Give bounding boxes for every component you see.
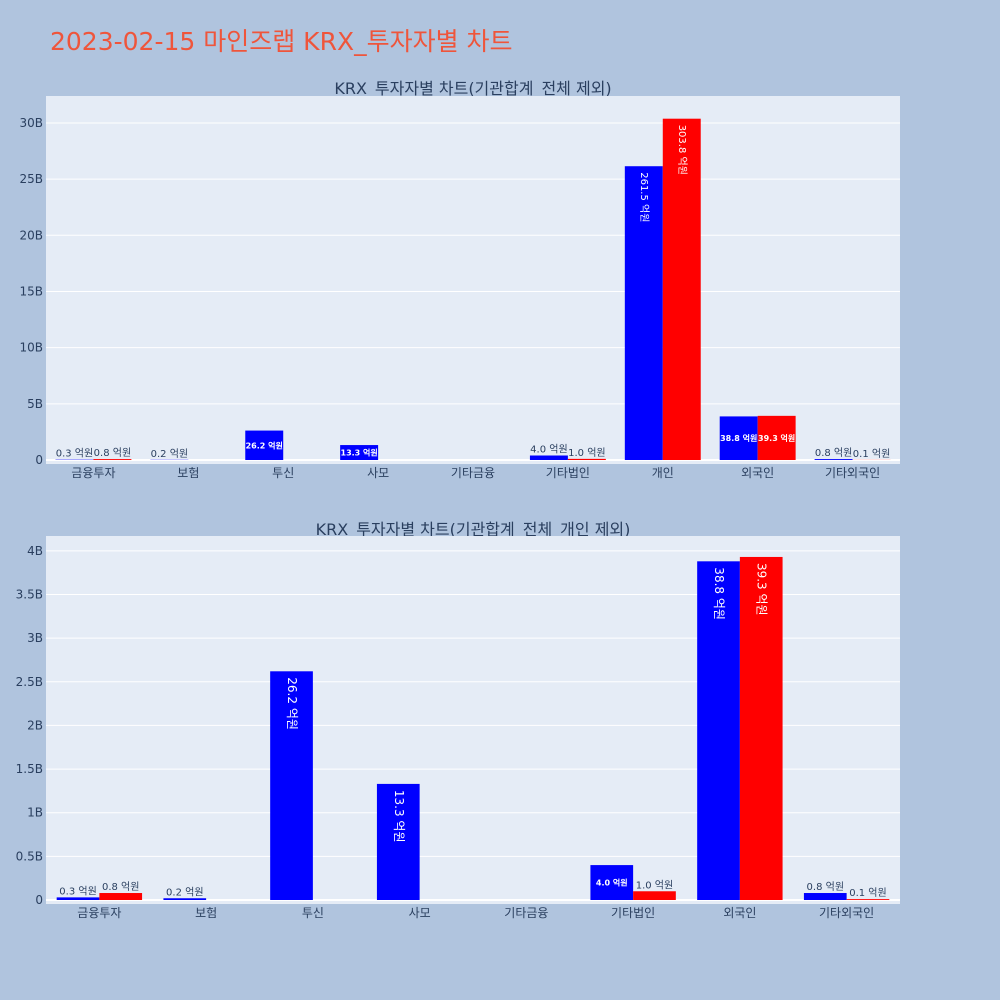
x-tick-label: 기타금융 <box>451 466 495 480</box>
data-label: 26.2 억원 <box>285 677 299 730</box>
data-label: 0.8 억원 <box>815 447 852 459</box>
data-label: 1.0 억원 <box>636 879 673 891</box>
bar-buy <box>270 671 313 900</box>
data-label: 13.3 억원 <box>341 448 378 458</box>
bar-buy <box>245 430 284 460</box>
data-label: 0.1 억원 <box>849 887 886 899</box>
bar-sell <box>93 459 132 460</box>
x-tick-label: 기타법인 <box>611 906 655 920</box>
x-tick-label: 보험 <box>177 466 199 480</box>
y-tick-label: 20B <box>19 228 43 242</box>
bar-buy <box>803 893 847 900</box>
x-tick-label: 기타외국인 <box>819 906 874 920</box>
x-tick-label: 금융투자 <box>77 906 121 920</box>
y-tick-label: 2B <box>27 718 43 732</box>
x-tick-label: 개인 <box>652 466 674 480</box>
data-label: 0.3 억원 <box>59 885 96 897</box>
y-tick-label: 3.5B <box>16 587 43 601</box>
bar-sell <box>846 899 890 900</box>
bar-sell <box>662 118 701 460</box>
y-tick-label: 30B <box>19 116 43 130</box>
bar-buy <box>697 561 740 900</box>
bar-buy <box>340 445 379 460</box>
data-label: 0.8 억원 <box>94 447 131 459</box>
bar-sell <box>739 556 783 900</box>
chart-investor-excl-total: KRX_투자자별 차트(기관합계_전체 제외) 0 5B 10B 15B 20B 25B 3… <box>19 79 900 480</box>
y-tick-label: 3B <box>27 631 43 645</box>
bar-buy <box>719 416 758 460</box>
y-tick-label: 2.5B <box>16 675 43 689</box>
data-label: 0.2 억원 <box>166 886 203 898</box>
y-tick-label: 0 <box>35 453 43 467</box>
y-tick-label: 25B <box>19 172 43 186</box>
data-label: 0.2 억원 <box>151 448 188 460</box>
y-tick-label: 0.5B <box>16 849 43 863</box>
x-tick-label: 금융투자 <box>71 466 115 480</box>
data-label: 39.3 억원 <box>758 433 795 443</box>
data-label: 4.0 억원 <box>530 444 567 456</box>
page-title: 2023-02-15 마인즈랩 KRX_투자자별 차트 <box>50 27 513 56</box>
bar-buy <box>56 897 100 900</box>
data-label: 0.1 억원 <box>853 448 890 460</box>
y-tick-label: 5B <box>27 397 43 411</box>
data-label: 38.8 억원 <box>712 567 726 620</box>
data-label: 38.8 억원 <box>720 433 757 443</box>
x-tick-label: 기타외국인 <box>825 466 880 480</box>
y-tick-label: 1.5B <box>16 762 43 776</box>
bar-sell <box>757 415 796 460</box>
bar-buy <box>624 166 663 460</box>
chart-investor-excl-total-individual: KRX_투자자별 차트(기관합계_전체_개인 제외) 0 0.5B 1B 1.5B 2B… <box>16 520 900 920</box>
data-label: 0.8 억원 <box>807 881 844 893</box>
x-tick-label: 기타금융 <box>504 906 548 920</box>
bar-buy <box>376 783 420 900</box>
bar-buy <box>529 455 568 460</box>
data-label: 261.5 억원 <box>638 172 650 222</box>
x-tick-label: 기타법인 <box>546 466 590 480</box>
bar-sell <box>99 893 143 900</box>
x-tick-label: 투신 <box>302 906 324 920</box>
x-tick-label: 사모 <box>409 906 431 920</box>
data-label: 4.0 억원 <box>596 878 628 888</box>
data-label: 26.2 억원 <box>246 440 283 450</box>
x-tick-label: 투신 <box>272 466 294 480</box>
bar-sell <box>633 891 676 900</box>
chart-title: KRX_투자자별 차트(기관합계_전체 제외) <box>334 79 611 99</box>
data-label: 0.3 억원 <box>56 448 93 460</box>
x-tick-label: 사모 <box>367 466 389 480</box>
x-tick-label: 외국인 <box>723 906 756 920</box>
y-tick-label: 10B <box>19 341 43 355</box>
x-tick-label: 보험 <box>195 906 217 920</box>
bar-buy <box>814 459 853 460</box>
y-tick-label: 4B <box>27 544 43 558</box>
y-tick-label: 0 <box>35 893 43 907</box>
x-tick-label: 외국인 <box>741 466 774 480</box>
bar-buy <box>590 865 634 900</box>
chart-title: KRX_투자자별 차트(기관합계_전체_개인 제외) <box>316 520 631 540</box>
data-label: 0.8 억원 <box>102 881 139 893</box>
bar-buy <box>163 898 207 900</box>
data-label: 13.3 억원 <box>392 790 406 843</box>
data-label: 303.8 억원 <box>676 125 688 175</box>
y-tick-label: 15B <box>19 284 43 298</box>
y-tick-label: 1B <box>27 806 43 820</box>
data-label: 1.0 억원 <box>568 447 605 459</box>
data-label: 39.3 억원 <box>755 563 769 616</box>
bar-sell <box>567 458 606 460</box>
plot-area <box>46 96 900 464</box>
